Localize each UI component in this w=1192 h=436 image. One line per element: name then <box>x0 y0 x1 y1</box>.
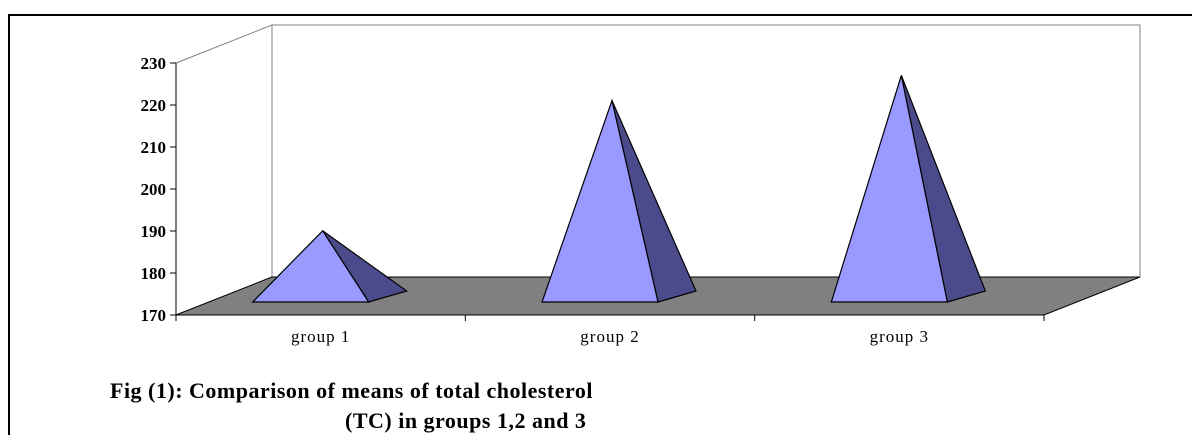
pyramid-front-face <box>251 229 370 303</box>
y-tick-label: 210 <box>141 138 167 157</box>
figure-caption: Fig (1): Comparison of means of total ch… <box>110 376 930 436</box>
y-tick-label: 170 <box>141 306 167 325</box>
y-tick-label: 230 <box>141 54 167 73</box>
y-tick-label: 180 <box>141 264 167 283</box>
y-tick-label: 220 <box>141 96 167 115</box>
y-axis: 170 180 190 200 210 220 230 <box>141 54 177 325</box>
y-tick-label: 190 <box>141 222 167 241</box>
y-tick-label: 200 <box>141 180 167 199</box>
x-category-label: group 3 <box>870 327 929 346</box>
caption-line-1: Fig (1): Comparison of means of total ch… <box>110 378 593 403</box>
pyramid-front-face <box>830 75 949 303</box>
pyramid-bar <box>830 75 987 303</box>
chart-frame <box>8 14 1192 435</box>
pyramid-bar <box>251 229 409 303</box>
x-category-label: group 2 <box>580 327 639 346</box>
side-wall <box>175 24 273 316</box>
x-axis: group 1 group 2 group 3 <box>175 314 1045 346</box>
pyramid-front-face <box>541 98 659 303</box>
caption-line-2: (TC) in groups 1,2 and 3 <box>345 408 587 433</box>
x-category-label: group 1 <box>291 327 350 346</box>
chart-marks <box>251 75 987 303</box>
pyramid-bar <box>541 98 697 303</box>
back-wall <box>271 24 1141 278</box>
